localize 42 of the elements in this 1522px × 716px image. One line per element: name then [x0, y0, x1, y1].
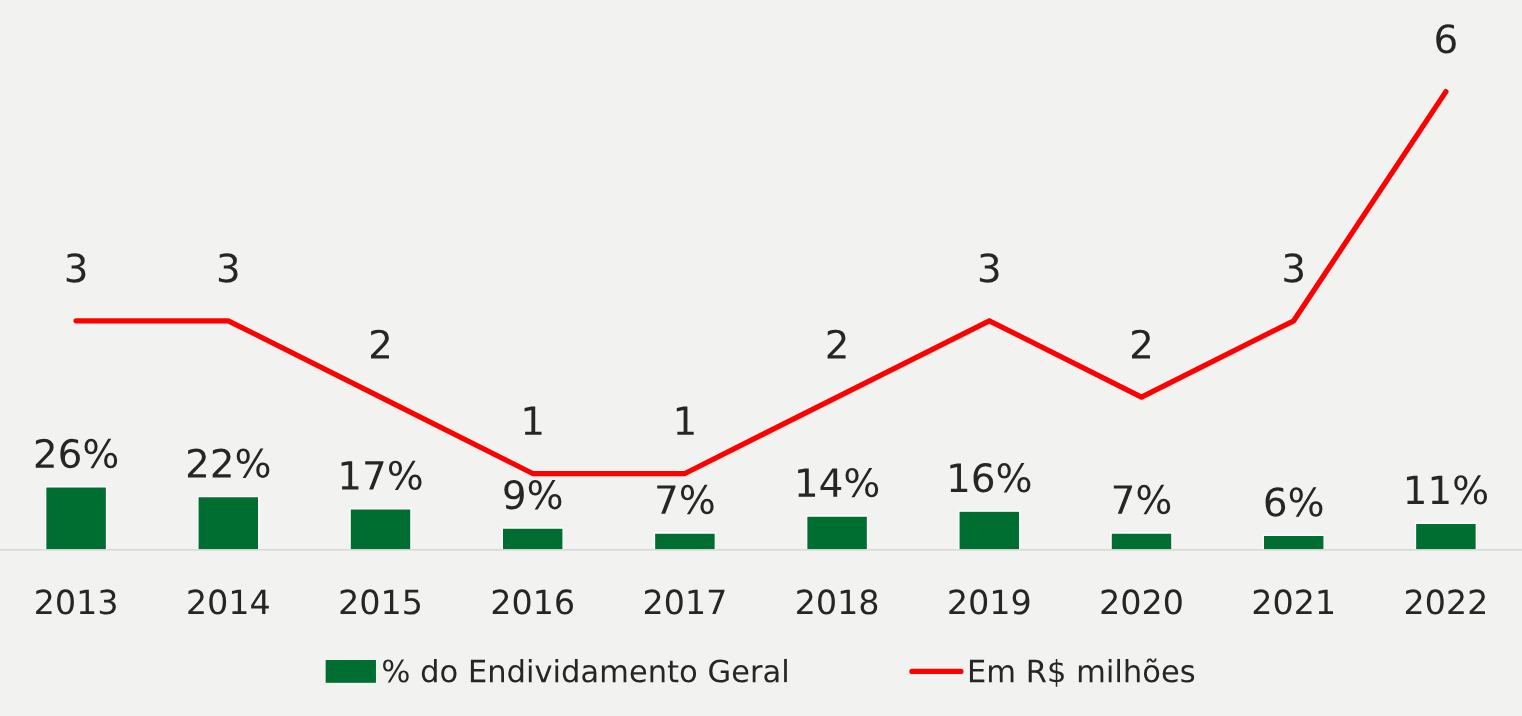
data-label: 1 — [524, 406, 542, 435]
data-label: 22% — [187, 448, 270, 478]
bar — [349, 508, 412, 550]
data-label: 6 — [1436, 24, 1456, 54]
data-label: 3 — [1284, 253, 1303, 283]
x-tick-label: 2013 — [36, 589, 116, 615]
data-label: 3 — [979, 253, 999, 283]
data-label: 11% — [1406, 475, 1487, 505]
data-label: 1 — [676, 406, 694, 435]
bar — [653, 532, 717, 550]
x-tick-label: 2015 — [340, 589, 420, 615]
data-label: 7% — [657, 484, 714, 515]
bar — [805, 515, 869, 550]
x-tick-label: 2019 — [949, 589, 1030, 615]
data-label: 16% — [950, 463, 1031, 493]
data-label: 9% — [504, 480, 562, 510]
bar — [1110, 532, 1173, 550]
bar — [197, 495, 260, 550]
x-tick-label: 2014 — [188, 589, 269, 615]
data-label: 3 — [218, 253, 238, 283]
bar — [1262, 534, 1325, 550]
bar — [44, 486, 108, 550]
data-label: 14% — [798, 467, 879, 498]
bar — [1414, 522, 1478, 550]
data-label: 2 — [370, 329, 389, 359]
x-tick-label: 2016 — [492, 589, 574, 615]
data-label: 26% — [35, 438, 118, 469]
data-label: 6% — [1265, 487, 1323, 517]
bar — [501, 527, 564, 550]
x-tick-label: 2020 — [1101, 589, 1182, 615]
data-label: 2 — [1131, 329, 1150, 359]
data-label: 3 — [66, 253, 86, 283]
data-label: 2 — [827, 329, 846, 359]
x-tick-label: 2022 — [1405, 589, 1485, 615]
x-tick-label: 2018 — [797, 589, 878, 615]
x-tick-label: 2021 — [1253, 589, 1334, 615]
bar — [958, 510, 1021, 550]
data-label: 17% — [341, 460, 422, 491]
x-tick-label: 2017 — [644, 589, 725, 615]
legend-label: % do Endividamento Geral — [383, 658, 787, 683]
data-label: 7% — [1113, 484, 1171, 515]
legend-label: Em R$ milhões — [969, 658, 1195, 687]
